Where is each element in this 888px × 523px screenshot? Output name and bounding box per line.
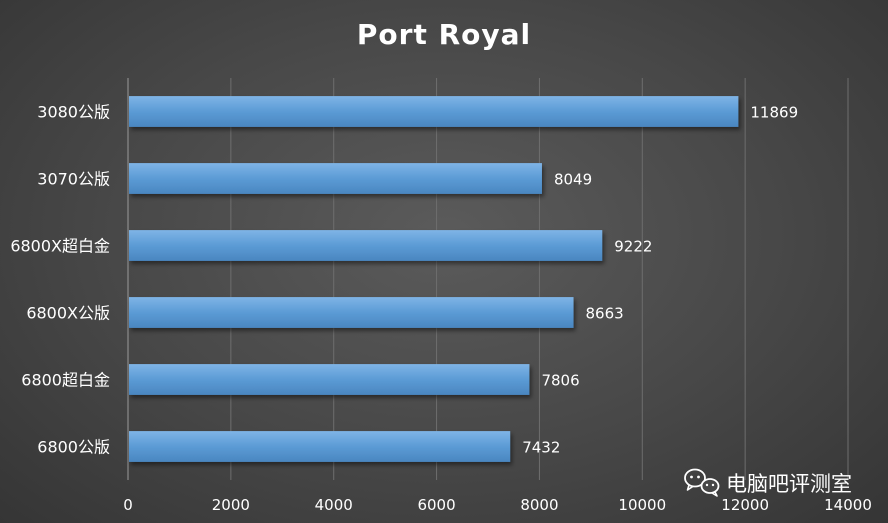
wechat-icon xyxy=(684,468,720,497)
x-tick-label: 14000 xyxy=(824,496,872,514)
category-label: 6800公版 xyxy=(37,438,110,457)
x-tick-label: 0 xyxy=(123,496,133,514)
bars xyxy=(129,96,739,462)
watermark-text: 电脑吧评测室 xyxy=(726,472,852,496)
category-label: 6800X超白金 xyxy=(10,237,110,256)
axis: 0 2000 4000 6000 8000 10000 12000 14000 xyxy=(123,78,872,514)
bar xyxy=(129,431,511,462)
bar xyxy=(129,230,603,261)
x-tick-label: 10000 xyxy=(618,496,666,514)
watermark: 电脑吧评测室 xyxy=(684,468,852,497)
grid-lines xyxy=(230,78,849,480)
bar xyxy=(129,163,542,194)
bar xyxy=(129,297,574,328)
x-tick-label: 6000 xyxy=(417,496,455,514)
x-tick-label: 8000 xyxy=(520,496,558,514)
value-label: 8049 xyxy=(554,171,592,189)
category-label: 3070公版 xyxy=(37,170,110,189)
value-label: 9222 xyxy=(614,238,652,256)
value-label: 7806 xyxy=(541,372,579,390)
x-tick-label: 2000 xyxy=(212,496,250,514)
category-label: 6800超白金 xyxy=(21,371,110,390)
bar xyxy=(129,96,739,127)
bar xyxy=(129,364,530,395)
value-label: 8663 xyxy=(586,305,624,323)
value-label: 11869 xyxy=(750,104,798,122)
value-label: 7432 xyxy=(522,439,560,457)
category-label: 3080公版 xyxy=(37,103,110,122)
labels: 3080公版 11869 3070公版 8049 6800X超白金 9222 6800X公版… xyxy=(10,103,798,457)
x-tick-label: 12000 xyxy=(721,496,769,514)
category-label: 6800X公版 xyxy=(26,304,110,323)
chart-title: Port Royal xyxy=(357,18,531,51)
x-tick-label: 4000 xyxy=(315,496,353,514)
